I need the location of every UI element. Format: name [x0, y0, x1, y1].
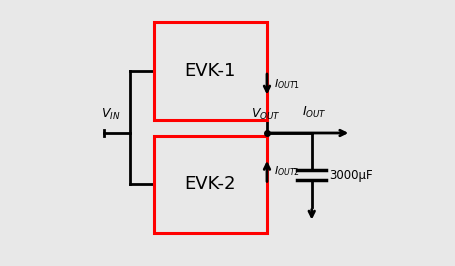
- Text: $I_{OUT}$: $I_{OUT}$: [302, 105, 327, 120]
- Text: $I_{OUT1}$: $I_{OUT1}$: [273, 77, 300, 91]
- Text: $V_{IN}$: $V_{IN}$: [101, 107, 120, 122]
- Text: $V_{OUT}$: $V_{OUT}$: [251, 107, 281, 122]
- Text: EVK-2: EVK-2: [185, 175, 236, 193]
- Text: $I_{OUT2}$: $I_{OUT2}$: [273, 164, 299, 178]
- Text: EVK-1: EVK-1: [185, 62, 236, 80]
- Text: 3000μF: 3000μF: [329, 169, 373, 182]
